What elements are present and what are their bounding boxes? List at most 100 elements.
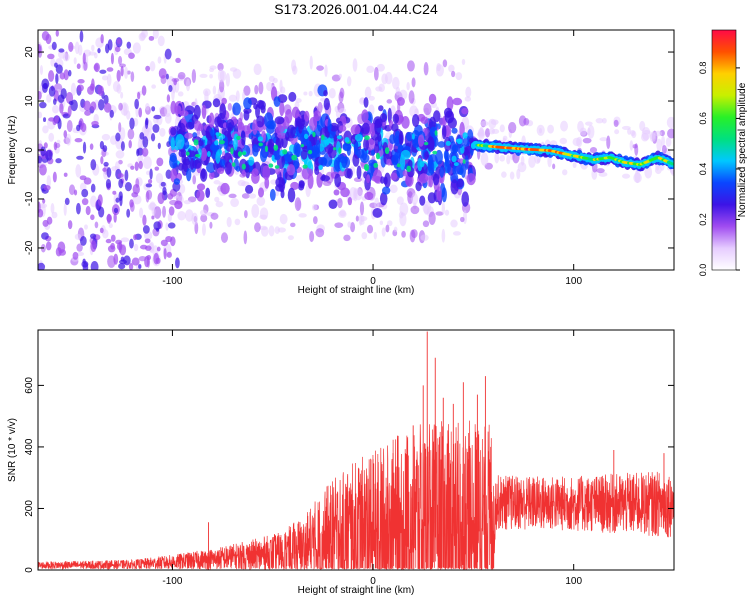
- spectrogram-cell: [142, 225, 150, 234]
- spectrogram-cell: [433, 136, 439, 147]
- spectrogram-cell: [266, 120, 275, 130]
- spectrogram-cell: [39, 101, 47, 109]
- spectrogram-cell: [407, 60, 415, 72]
- spectrogram-cell: [252, 144, 259, 157]
- spectrogram-cell: [328, 199, 338, 210]
- spectrogram-cell: [259, 207, 269, 220]
- spectrogram-cell: [366, 174, 371, 184]
- spectrogram-cell: [38, 155, 43, 164]
- spectrogram-cell: [76, 202, 81, 215]
- spectrogram-cell: [634, 143, 639, 156]
- spectrogram-cell: [148, 35, 155, 41]
- spectrogram-cell: [48, 70, 55, 82]
- spectrogram-cell: [502, 135, 508, 141]
- spectrogram-cell: [175, 105, 182, 115]
- spectrogram-cell: [212, 85, 217, 95]
- spectrogram-cell: [39, 164, 47, 176]
- spectrogram-cell: [231, 162, 236, 167]
- spectrogram-cell: [68, 184, 76, 196]
- spectrogram-cell: [670, 162, 674, 166]
- spectrogram-cell: [229, 67, 238, 72]
- spectrogram-cell: [439, 117, 446, 126]
- spectrogram-cell: [303, 91, 308, 96]
- spectrogram-cell: [327, 118, 332, 133]
- spectrogram-cell: [267, 142, 275, 153]
- spectrogram-cell: [130, 165, 135, 170]
- spectrogram-cell: [100, 156, 104, 165]
- spectrogram-y-tick-label: 10: [24, 95, 35, 107]
- spectrogram-cell: [151, 215, 155, 220]
- spectrogram-cell: [110, 52, 114, 65]
- spectrogram-cell: [394, 130, 400, 139]
- spectrogram-cell: [300, 149, 308, 160]
- spectrogram-cell: [167, 222, 176, 229]
- spectrogram-cell: [45, 149, 53, 161]
- spectrogram-cell: [183, 200, 192, 205]
- spectrogram-cell: [396, 97, 405, 106]
- spectrogram-cell: [405, 131, 414, 142]
- spectrogram-cell: [170, 100, 177, 115]
- spectrogram-cell: [358, 215, 368, 222]
- spectrogram-cell: [90, 159, 97, 171]
- spectrogram-cell: [371, 175, 381, 182]
- spectrogram-cell: [291, 59, 297, 72]
- spectrogram-cell: [196, 183, 206, 191]
- spectrogram-cell: [105, 178, 111, 189]
- spectrogram-cell: [606, 135, 611, 149]
- spectrogram-cell: [173, 78, 177, 86]
- spectrogram-cell: [654, 165, 662, 175]
- spectrogram-cell: [184, 209, 194, 222]
- spectrogram-cell: [134, 98, 139, 110]
- spectrogram-cell: [379, 192, 388, 206]
- spectrogram-cell: [261, 226, 269, 237]
- spectrogram-cell: [165, 169, 172, 179]
- colorbar-tick-label: 0.2: [698, 213, 708, 226]
- spectrogram-cell: [162, 186, 167, 196]
- spectrogram-cell: [363, 97, 369, 108]
- spectrogram-cell: [304, 133, 309, 140]
- spectrogram-cell: [217, 62, 224, 71]
- spectrogram-cell: [66, 119, 73, 133]
- spectrogram-cell: [109, 109, 114, 118]
- spectrogram-cell: [85, 205, 91, 216]
- spectrogram-cell: [81, 198, 89, 206]
- snr-frame: [37, 329, 675, 571]
- spectrogram-cell: [145, 65, 151, 72]
- spectrogram-cell: [74, 41, 80, 55]
- spectrogram-cell: [169, 152, 177, 163]
- spectrogram-cell: [258, 187, 265, 198]
- spectrogram-cell: [410, 205, 420, 215]
- spectrogram-cell: [63, 69, 69, 81]
- spectrogram-cell: [361, 232, 368, 240]
- spectrogram-cell: [279, 213, 288, 225]
- spectrogram-cell: [517, 161, 527, 173]
- spectrogram-cell: [208, 112, 215, 128]
- spectrogram-cell: [124, 66, 129, 79]
- spectrogram-cell: [276, 132, 287, 139]
- spectrogram-cell: [173, 178, 181, 185]
- spectrogram-cell: [133, 234, 137, 241]
- spectrogram-cell: [170, 137, 175, 151]
- spectrogram-cell: [256, 196, 266, 207]
- spectrogram-cell: [75, 164, 82, 178]
- spectrogram-cell: [318, 164, 323, 171]
- spectrogram-cell: [262, 165, 271, 180]
- spectrogram-cell: [614, 129, 620, 135]
- spectrogram-cell: [230, 147, 234, 155]
- spectrogram-cell: [450, 179, 459, 195]
- spectrogram-cell: [48, 132, 55, 142]
- spectrogram-cell: [313, 110, 322, 122]
- colorbar-tick-label: 0.8: [698, 62, 708, 75]
- spectrogram-cell: [230, 198, 240, 208]
- spectrogram-cell: [99, 69, 107, 74]
- spectrogram-cell: [401, 116, 410, 129]
- snr-axes: -100 0 100 0 200 400 600: [24, 330, 674, 587]
- spectrogram-cell: [241, 163, 246, 170]
- spectrogram-cell: [40, 146, 46, 157]
- spectrogram-cell: [237, 151, 243, 157]
- spectrogram-cell: [245, 184, 254, 194]
- spectrogram-cell: [328, 87, 336, 99]
- spectrogram-cell: [68, 69, 72, 77]
- spectrogram-cell: [224, 161, 232, 175]
